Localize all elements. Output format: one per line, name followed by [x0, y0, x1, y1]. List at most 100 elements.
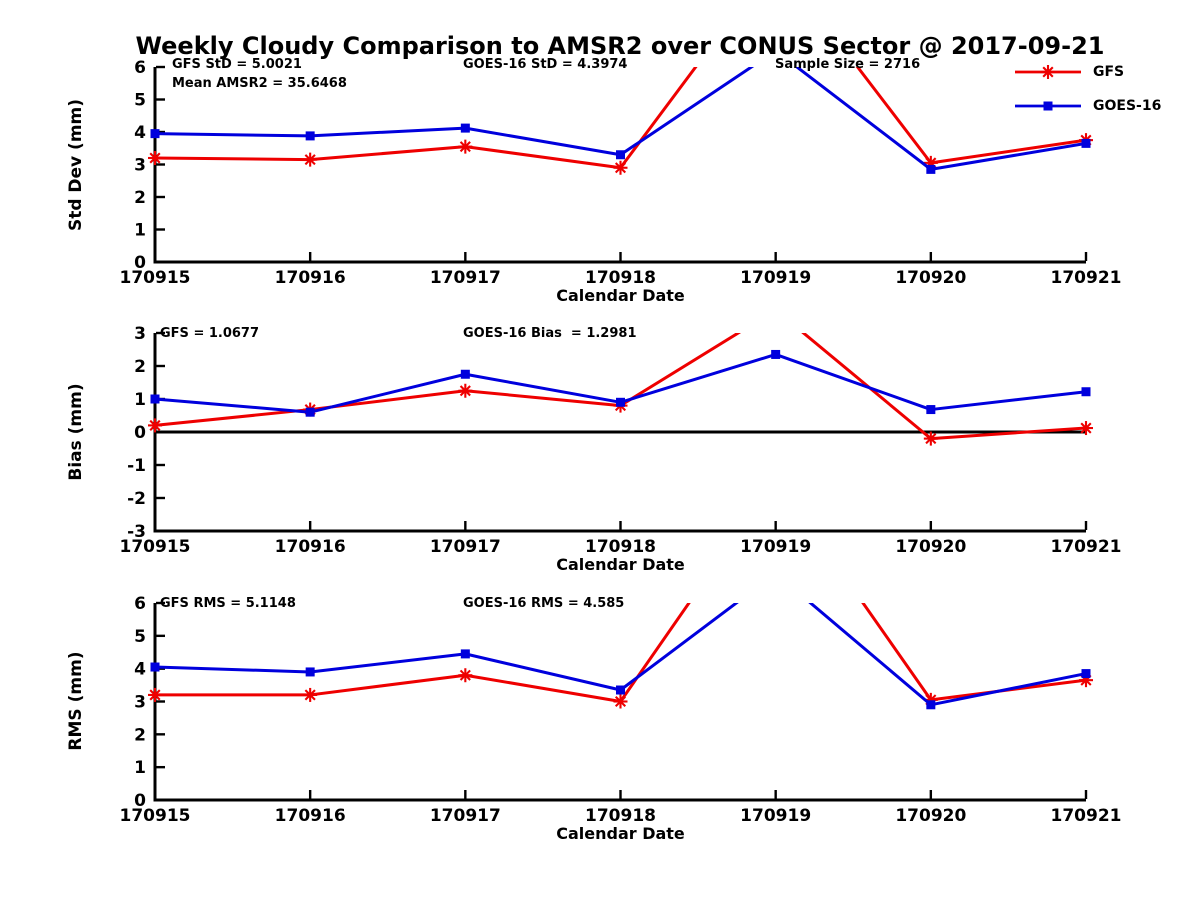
bias-chart: -3 -2 -1 0 1 2 3 170915 170916 170917 170918 170919…	[120, 303, 1122, 557]
y-tick-label: 0	[134, 791, 146, 811]
asterisk-marker-icon	[458, 383, 473, 398]
y-tick-label: 4	[134, 123, 146, 143]
x-tick-label: 170915	[120, 537, 191, 557]
x-tick-label: 170917	[430, 537, 501, 557]
asterisk-glyph	[771, 305, 781, 315]
x-tick-label: 170920	[895, 806, 966, 826]
y-tick-label: 1	[134, 390, 146, 410]
x-tick-label: 170916	[275, 537, 346, 557]
square-marker-icon	[305, 407, 315, 417]
asterisk-marker-icon	[923, 431, 938, 446]
square-glyph	[616, 150, 625, 160]
square-glyph	[1081, 138, 1091, 148]
x-tick-label: 170920	[895, 537, 966, 557]
square-marker-icon	[305, 667, 315, 677]
square-marker-icon	[616, 685, 625, 695]
asterisk-glyph	[925, 433, 937, 445]
square-glyph	[150, 662, 160, 672]
asterisk-glyph	[459, 669, 471, 681]
square-glyph	[926, 405, 936, 415]
goes-16-legend-marker-icon	[1015, 101, 1081, 111]
y-tick-label: 1	[134, 221, 146, 241]
annotation-gfs-std: GFS StD = 5.0021	[172, 57, 302, 72]
asterisk-glyph	[304, 689, 316, 701]
y-tick-label: 5	[134, 91, 146, 111]
asterisk-marker-icon	[303, 687, 318, 702]
square-glyph	[616, 685, 625, 695]
y-tick-label: 0	[134, 423, 146, 443]
asterisk-glyph	[614, 695, 627, 708]
square-marker-icon	[771, 349, 781, 359]
legend-item-goes-16: GOES-16	[1013, 95, 1161, 117]
square-glyph	[926, 164, 936, 174]
x-tick-label: 170916	[275, 268, 346, 288]
gfs-legend-marker-icon	[1015, 65, 1081, 79]
square-marker-icon	[616, 150, 625, 160]
square-glyph	[460, 649, 470, 659]
goes-16-line	[154, 603, 1087, 707]
asterisk-glyph	[614, 162, 627, 174]
square-glyph	[305, 131, 315, 141]
asterisk-marker-icon	[769, 303, 783, 317]
figure-title: Weekly Cloudy Comparison to AMSR2 over C…	[135, 32, 1105, 60]
bias-x-axis-label: Calendar Date	[556, 555, 685, 574]
annotation-sample-size: Sample Size = 2716	[775, 57, 921, 72]
asterisk-marker-icon	[1041, 65, 1055, 79]
x-tick-label: 170921	[1051, 268, 1122, 288]
asterisk-glyph	[149, 152, 161, 164]
square-glyph	[771, 46, 780, 55]
y-tick-label: 6	[134, 594, 146, 614]
y-tick-label: 2	[134, 188, 146, 208]
square-glyph	[616, 397, 625, 407]
x-tick-label: 170919	[740, 268, 811, 288]
y-tick-label: -1	[127, 456, 146, 476]
stddev-y-axis-label: Std Dev (mm)	[66, 98, 86, 232]
annotation-goes16-rms: GOES-16 RMS = 4.585	[463, 596, 625, 611]
bias-y-axis-label: Bias (mm)	[66, 383, 86, 481]
square-marker-icon	[150, 394, 160, 404]
square-glyph	[1081, 669, 1091, 679]
y-tick-label: 0	[134, 253, 146, 273]
legend: GFS GOES-16	[1013, 61, 1161, 129]
square-glyph	[460, 123, 470, 133]
x-tick-label: 170918	[585, 806, 656, 826]
square-marker-icon	[150, 662, 160, 672]
y-tick-label: 3	[134, 324, 146, 344]
rms-x-axis-label: Calendar Date	[556, 824, 685, 843]
x-tick-label: 170917	[430, 806, 501, 826]
square-marker-icon	[771, 46, 780, 55]
x-tick-label: 170917	[430, 268, 501, 288]
asterisk-marker-icon	[458, 668, 473, 683]
y-tick-label: 4	[134, 660, 146, 680]
square-marker-icon	[1043, 101, 1053, 111]
y-tick-label: 3	[134, 693, 146, 713]
square-marker-icon	[305, 131, 315, 141]
asterisk-glyph	[1080, 422, 1092, 434]
x-tick-label: 170920	[895, 268, 966, 288]
stddev-x-axis-label: Calendar Date	[556, 286, 685, 305]
x-tick-label: 170915	[120, 268, 191, 288]
asterisk-glyph	[459, 141, 471, 153]
x-tick-label: 170918	[585, 537, 656, 557]
x-tick-label: 170921	[1051, 806, 1122, 826]
square-glyph	[305, 667, 315, 677]
y-tick-label: 5	[134, 627, 146, 647]
asterisk-marker-icon	[613, 160, 628, 175]
square-marker-icon	[1081, 669, 1091, 679]
rms-y-axis-label: RMS (mm)	[66, 651, 86, 751]
y-tick-label: -2	[127, 489, 146, 509]
square-marker-icon	[926, 700, 936, 710]
square-marker-icon	[150, 129, 160, 139]
y-tick-label: 6	[134, 58, 146, 78]
square-marker-icon	[1081, 138, 1091, 148]
asterisk-glyph	[459, 385, 471, 397]
asterisk-marker-icon	[148, 151, 162, 165]
asterisk-marker-icon	[148, 418, 162, 433]
y-tick-label: 2	[134, 357, 146, 377]
square-glyph	[150, 129, 160, 139]
annotation-mean-amsr2: Mean AMSR2 = 35.6468	[172, 76, 347, 91]
square-marker-icon	[460, 649, 470, 659]
square-marker-icon	[926, 164, 936, 174]
